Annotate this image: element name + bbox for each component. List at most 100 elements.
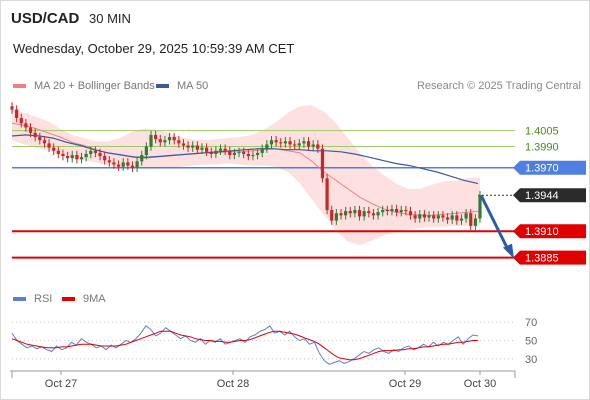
candle-body: [103, 156, 107, 161]
candle-body: [167, 137, 172, 141]
candle-body: [200, 147, 204, 150]
candle-body: [172, 137, 176, 141]
candle-body: [135, 161, 139, 168]
legend-9ma: 9MA: [62, 293, 106, 305]
candle-body: [339, 213, 343, 216]
candle-body: [24, 123, 28, 128]
candle-body: [269, 140, 274, 145]
ma50-label: MA 50: [177, 80, 209, 92]
candle-body: [450, 215, 454, 220]
candle-body: [432, 215, 436, 219]
level-label: 1.3910: [525, 226, 559, 238]
candle-body: [232, 152, 237, 156]
candle-body: [66, 156, 70, 159]
timestamp: Wednesday, October 29, 2025 10:59:39 AM …: [13, 41, 295, 56]
candle-body: [376, 212, 380, 216]
candle-body: [163, 140, 167, 143]
candle-body: [149, 134, 153, 147]
ma20-swatch: [13, 84, 26, 88]
legend-ma50: MA 50: [156, 80, 208, 92]
candle-body: [205, 147, 209, 152]
candle-body: [228, 150, 232, 156]
ma50-line: [11, 134, 479, 185]
levels-group: 1.4005 1.3990 1.3970 1.3944 1.3910 1.3885: [12, 126, 586, 265]
candle-body: [422, 214, 426, 218]
x-tick-label: Oct 27: [45, 378, 77, 390]
candle-body: [436, 215, 440, 219]
candle-body: [399, 210, 403, 213]
candle-body: [279, 142, 283, 144]
projection-arrow-head: [503, 243, 514, 259]
candle-body: [385, 210, 389, 212]
ma50-swatch: [156, 84, 169, 88]
candle-body: [84, 153, 88, 158]
candle-body: [237, 151, 241, 153]
rsi-tick-label: 50: [525, 336, 537, 348]
candle-body: [413, 215, 417, 219]
credit-text: Research © 2025 Trading Central: [416, 80, 581, 92]
candle-body: [75, 155, 79, 160]
candle-body: [255, 152, 260, 156]
candle-body: [144, 146, 148, 156]
candle-body: [56, 150, 60, 154]
candle-body: [283, 141, 287, 144]
candle-body: [371, 213, 376, 216]
candle-body: [408, 211, 413, 216]
candle-body: [311, 144, 315, 147]
candle-body: [469, 213, 473, 226]
candle-body: [70, 155, 74, 159]
candle-body: [33, 132, 37, 138]
candle-body: [293, 144, 297, 146]
candle-body: [186, 145, 190, 148]
candle-body: [214, 150, 218, 154]
candle-body: [455, 215, 459, 221]
candle-body: [10, 106, 14, 110]
candle-body: [154, 134, 158, 140]
candle-body: [464, 213, 468, 219]
ma20-line: [11, 122, 481, 216]
candle-body: [19, 117, 23, 124]
candle-body: [121, 162, 125, 167]
candle-body: [427, 215, 431, 218]
candle-body: [459, 218, 464, 221]
ma9-label: 9MA: [83, 293, 106, 305]
candle-body: [140, 155, 144, 162]
candle-body: [223, 148, 227, 151]
candle-body: [130, 165, 135, 168]
bollinger-band: [12, 105, 480, 245]
candle-body: [348, 211, 352, 214]
candle-body: [126, 162, 130, 166]
candle-body: [177, 140, 181, 144]
candle-body: [418, 214, 422, 219]
level-label: 1.3990: [525, 142, 559, 154]
timeframe-label: 30 MIN: [89, 11, 131, 26]
candle-body: [473, 218, 477, 226]
candle-body: [362, 211, 366, 217]
rsi-panel: 70 50 30: [11, 317, 537, 366]
candle-body: [320, 148, 325, 179]
level-label: 1.3970: [525, 163, 559, 175]
x-tick-label: Oct 29: [389, 378, 421, 390]
candle-body: [344, 211, 348, 216]
candle-body: [353, 210, 357, 214]
candle-body: [61, 153, 65, 157]
ma20-label: MA 20 + Bollinger Bands: [34, 80, 155, 92]
candle-body: [246, 153, 250, 157]
candle-body: [218, 148, 223, 151]
candle-body: [28, 127, 33, 133]
level-tag-support: [513, 250, 586, 265]
candle-body: [251, 155, 255, 157]
candle-body: [330, 210, 334, 221]
candle-body: [52, 147, 56, 151]
level-label: 1.3944: [525, 190, 559, 202]
candle-body: [478, 195, 482, 219]
x-tick-label: Oct 30: [464, 378, 496, 390]
level-tag-support: [513, 224, 586, 239]
legend-rsi: RSI: [13, 293, 52, 305]
candle-body: [116, 164, 121, 167]
candle-body: [404, 210, 408, 212]
level-tag-pivot: [513, 160, 586, 175]
rsi-label: RSI: [34, 293, 53, 305]
pair-title: USD/CAD: [11, 10, 80, 27]
x-tick-label: Oct 28: [217, 378, 249, 390]
